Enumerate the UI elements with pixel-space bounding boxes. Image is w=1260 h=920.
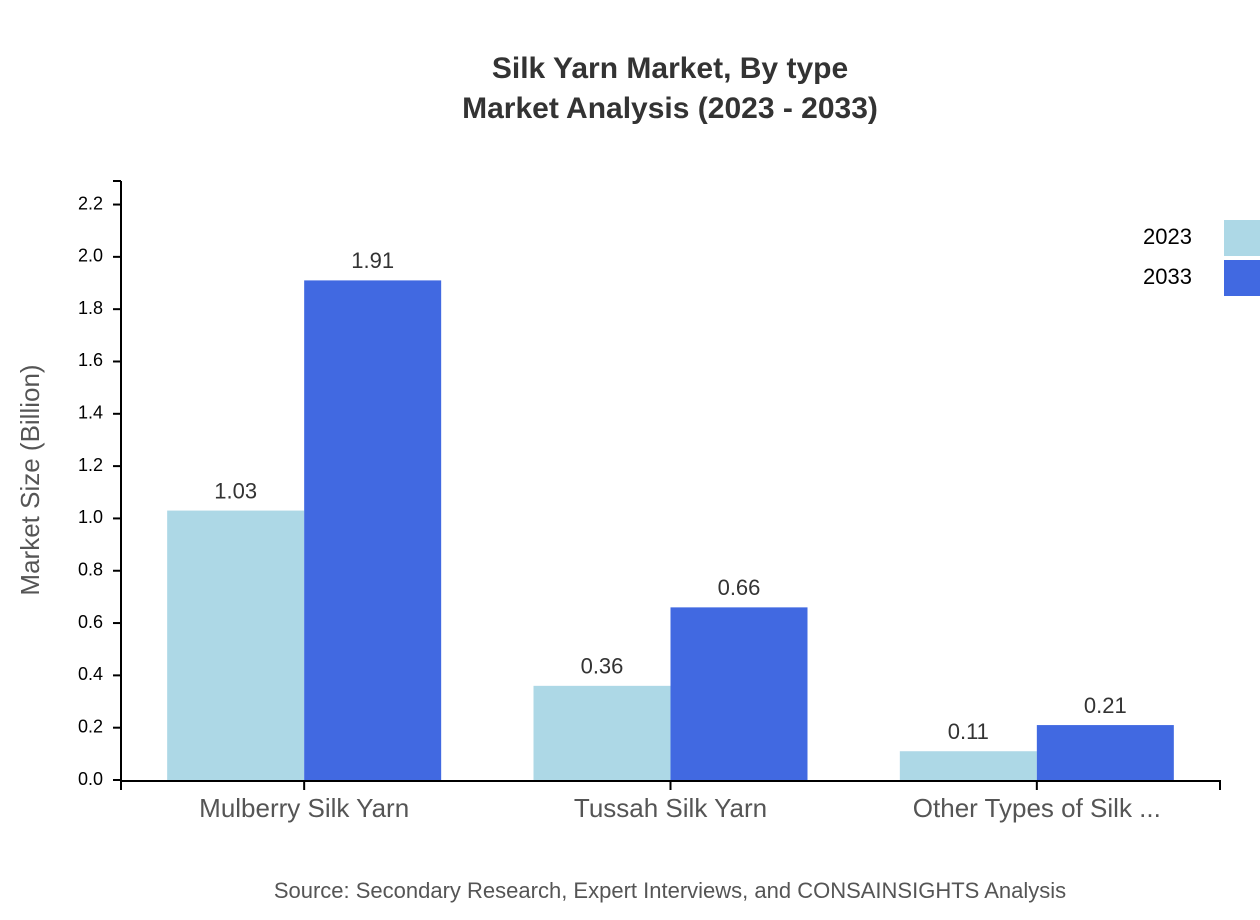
legend-label: 2033 bbox=[1143, 264, 1192, 289]
bar bbox=[670, 607, 808, 780]
y-tick-label: 1.2 bbox=[78, 455, 103, 475]
chart-subtitle: Market Analysis (2023 - 2033) bbox=[462, 92, 878, 125]
y-axis-label: Market Size (Billion) bbox=[15, 364, 45, 595]
bar bbox=[899, 751, 1037, 780]
source-note: Source: Secondary Research, Expert Inter… bbox=[274, 878, 1066, 903]
value-label: 0.11 bbox=[948, 719, 989, 744]
y-tick-label: 0.0 bbox=[78, 769, 103, 789]
bar bbox=[533, 685, 671, 780]
y-tick-label: 0.2 bbox=[78, 716, 103, 736]
y-tick-label: 0.6 bbox=[78, 612, 103, 632]
y-tick-label: 1.8 bbox=[78, 298, 103, 318]
x-tick-label: Other Types of Silk ... bbox=[913, 793, 1161, 823]
value-label: 1.91 bbox=[351, 248, 394, 273]
y-tick-label: 1.4 bbox=[78, 403, 103, 423]
y-tick-label: 1.6 bbox=[78, 350, 103, 370]
bar bbox=[304, 280, 442, 780]
y-tick-label: 0.4 bbox=[78, 664, 103, 684]
legend-swatch bbox=[1224, 220, 1260, 256]
bar bbox=[167, 510, 305, 780]
value-label: 0.36 bbox=[581, 654, 624, 679]
bar bbox=[1036, 725, 1174, 780]
value-label: 0.66 bbox=[718, 575, 761, 600]
legend-label: 2023 bbox=[1143, 224, 1192, 249]
y-tick-label: 2.2 bbox=[78, 193, 103, 213]
chart-title: Silk Yarn Market, By type bbox=[492, 52, 848, 85]
value-label: 0.21 bbox=[1084, 693, 1127, 718]
x-tick-label: Tussah Silk Yarn bbox=[574, 793, 767, 823]
x-tick-label: Mulberry Silk Yarn bbox=[199, 793, 409, 823]
value-label: 1.03 bbox=[214, 478, 257, 503]
legend-swatch bbox=[1224, 260, 1260, 296]
y-tick-label: 1.0 bbox=[78, 507, 103, 527]
y-tick-label: 2.0 bbox=[78, 246, 103, 266]
y-tick-label: 0.8 bbox=[78, 559, 103, 579]
